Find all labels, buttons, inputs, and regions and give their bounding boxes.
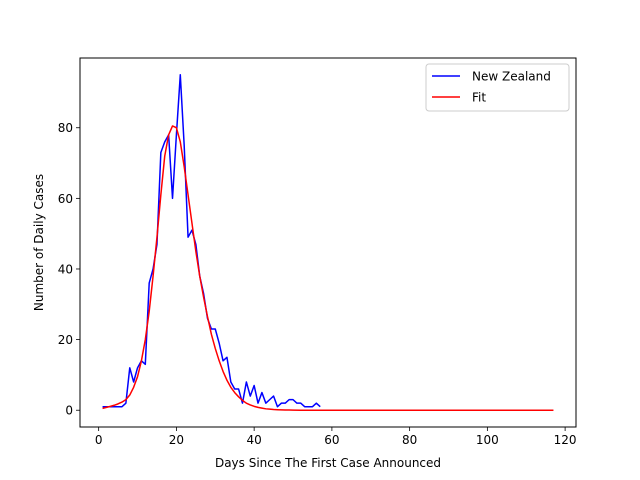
x-tick-label: 60 xyxy=(324,433,339,447)
plot-frame xyxy=(79,57,577,428)
series-line-fit xyxy=(102,125,554,411)
x-axis-ticks: 0 20 40 60 80 100 120 xyxy=(95,427,577,447)
legend: New Zealand Fit xyxy=(425,63,570,112)
legend-label: New Zealand xyxy=(472,70,551,84)
y-axis-ticks: 0 20 40 60 80 xyxy=(58,121,80,418)
series-line-new-zealand xyxy=(102,74,321,408)
y-tick-label: 20 xyxy=(58,333,73,347)
legend-label: Fit xyxy=(472,91,486,105)
y-tick-label: 0 xyxy=(65,404,73,418)
x-tick-label: 40 xyxy=(247,433,262,447)
legend-box xyxy=(425,63,570,112)
x-tick-label: 120 xyxy=(554,433,577,447)
x-tick-label: 20 xyxy=(169,433,184,447)
y-tick-label: 80 xyxy=(58,121,73,135)
y-tick-label: 60 xyxy=(58,192,73,206)
x-tick-label: 80 xyxy=(402,433,417,447)
x-tick-label: 100 xyxy=(476,433,499,447)
x-tick-label: 0 xyxy=(95,433,103,447)
y-tick-label: 40 xyxy=(58,262,73,276)
x-axis-label: Days Since The First Case Announced xyxy=(215,456,441,470)
plot-lines xyxy=(102,74,554,411)
y-axis-label: Number of Daily Cases xyxy=(32,174,46,311)
